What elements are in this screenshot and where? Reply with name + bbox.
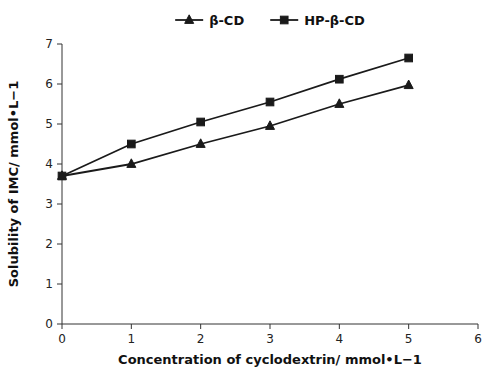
y-axis-line [62, 44, 63, 324]
series-marker [405, 54, 413, 62]
legend-label: HP-β-CD [304, 13, 365, 28]
x-tick [478, 324, 479, 329]
y-tick-label: 0 [45, 317, 53, 331]
y-tick-label: 1 [45, 277, 53, 291]
y-tick-label: 3 [45, 197, 53, 211]
legend: β-CD HP-β-CD [175, 13, 365, 28]
series-marker [58, 171, 67, 180]
legend-swatch-marker [185, 15, 194, 24]
series-line [62, 58, 409, 176]
series-marker [404, 80, 413, 89]
x-tick [200, 324, 201, 329]
x-tick-label: 2 [197, 332, 205, 346]
y-tick-label: 6 [45, 77, 53, 91]
series-marker [266, 98, 274, 106]
x-tick [131, 324, 132, 329]
x-tick-label: 1 [128, 332, 136, 346]
series-marker [197, 118, 205, 126]
series-marker [127, 159, 136, 168]
x-tick-label: 5 [405, 332, 413, 346]
x-tick [339, 324, 340, 329]
x-tick [408, 324, 409, 329]
series-marker [335, 99, 344, 108]
series-line [62, 85, 409, 176]
series-marker [266, 121, 275, 130]
y-axis-label: Solubility of IMC/ mmol•L−1 [6, 81, 21, 288]
x-tick-label: 6 [474, 332, 482, 346]
legend-item: HP-β-CD [270, 13, 365, 28]
series-marker [336, 75, 344, 83]
y-tick [57, 204, 62, 205]
y-tick-label: 2 [45, 237, 53, 251]
y-tick-label: 7 [45, 37, 53, 51]
x-tick-label: 4 [336, 332, 344, 346]
legend-label: β-CD [209, 13, 244, 28]
y-tick [57, 244, 62, 245]
x-tick [270, 324, 271, 329]
series-marker [196, 139, 205, 148]
x-axis-label: Concentration of cyclodextrin/ mmol•L−1 [118, 352, 422, 367]
y-tick [57, 164, 62, 165]
chart: 0 1 2 3 4 5 6 0 1 2 3 4 5 6 7 Concentration of cyclodex… [0, 0, 500, 376]
y-tick [57, 44, 62, 45]
y-tick-label: 5 [45, 117, 53, 131]
legend-swatch-marker [280, 16, 288, 24]
x-tick [62, 324, 63, 329]
y-tick [57, 324, 62, 325]
series-marker [58, 172, 66, 180]
y-tick [57, 84, 62, 85]
series-marker [128, 140, 136, 148]
legend-item: β-CD [175, 13, 244, 28]
y-tick [57, 284, 62, 285]
plot-data [58, 54, 414, 180]
x-tick-label: 3 [266, 332, 274, 346]
y-tick [57, 124, 62, 125]
y-tick-label: 4 [45, 157, 53, 171]
x-tick-label: 0 [58, 332, 66, 346]
